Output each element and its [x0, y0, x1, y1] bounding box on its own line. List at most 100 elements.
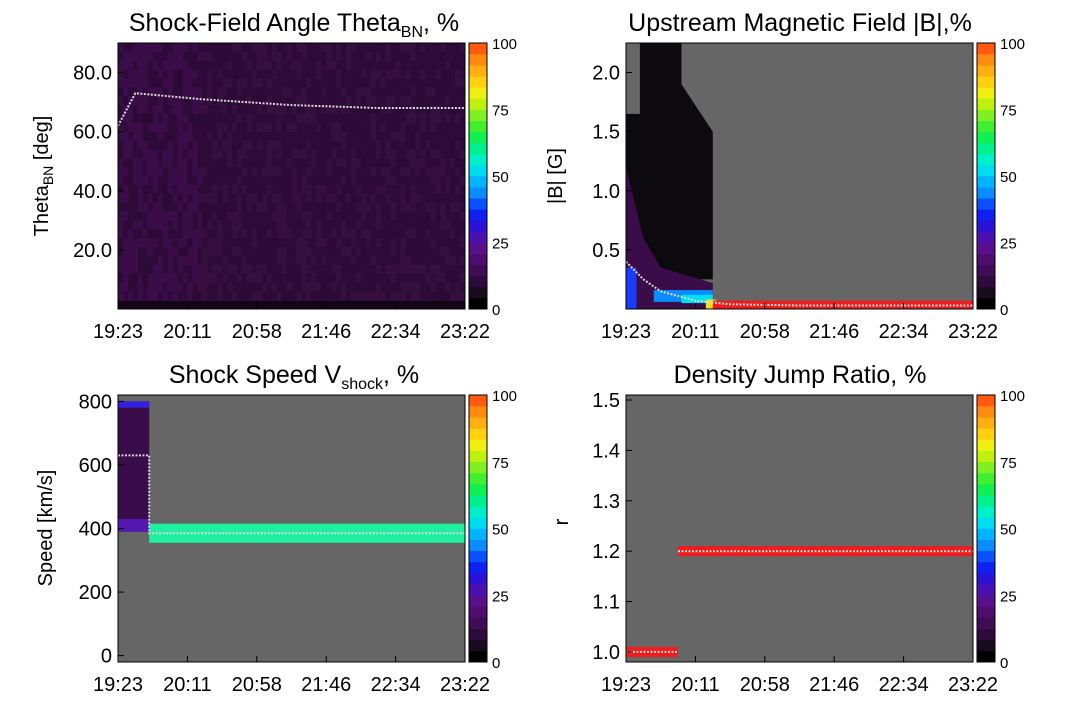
heatmap-cell	[395, 78, 401, 88]
heatmap-cell	[276, 113, 282, 124]
heatmap-cell	[390, 291, 396, 301]
heatmap-cell	[241, 184, 248, 195]
heatmap-cell	[301, 282, 307, 292]
heatmap-cell	[420, 158, 426, 168]
heatmap-cell	[266, 69, 272, 79]
heatmap-cell	[346, 220, 352, 230]
heatmap-cell	[212, 184, 218, 195]
heatmap-cell	[430, 176, 436, 186]
heatmap-cell	[127, 113, 134, 124]
heatmap-cell	[385, 291, 391, 301]
heatmap-cell	[400, 131, 406, 141]
heatmap-cell	[425, 273, 431, 283]
heatmap-cell	[331, 78, 337, 88]
heatmap-cell	[311, 220, 317, 230]
heatmap-cell	[123, 184, 129, 195]
heatmap-cell	[167, 87, 173, 97]
colorbar-swatch	[977, 617, 995, 629]
heatmap-cell	[445, 113, 451, 124]
heatmap-cell	[118, 122, 124, 132]
colorbar-swatch	[469, 286, 487, 299]
heatmap-cell	[435, 167, 441, 177]
heatmap-cell	[400, 105, 406, 115]
heatmap-cell	[281, 255, 287, 265]
heatmap-cell	[202, 282, 208, 292]
heatmap-area	[625, 42, 974, 310]
heatmap-cell	[241, 238, 248, 248]
heatmap-cell	[455, 176, 461, 186]
heatmap-cell	[455, 43, 461, 53]
heatmap-cell	[182, 211, 188, 221]
y-ticks: 1.0 1.1 1.2 1.3 1.4 1.5	[592, 390, 632, 664]
heatmap-cell	[241, 273, 248, 283]
heatmap-cell	[276, 176, 282, 186]
heatmap-cell	[261, 264, 268, 274]
heatmap-cell	[445, 105, 451, 115]
heatmap-cell	[256, 43, 263, 53]
heatmap-cell	[346, 51, 352, 62]
heatmap-cell	[306, 193, 312, 203]
heatmap-cell	[440, 78, 446, 88]
heatmap-cell	[395, 96, 401, 106]
x-tick-label: 22:34	[371, 674, 421, 696]
distribution-region	[118, 401, 150, 532]
heatmap-cell	[331, 193, 337, 203]
heatmap-cell	[405, 105, 411, 115]
heatmap-cell	[346, 238, 352, 248]
heatmap-cell	[400, 264, 406, 274]
heatmap-cell	[410, 158, 416, 168]
heatmap-cell	[336, 264, 342, 274]
heatmap-cell	[152, 193, 158, 203]
y-tick-label: 1.0	[592, 642, 620, 664]
heatmap-cell	[435, 176, 441, 186]
heatmap-cell	[420, 176, 426, 186]
heatmap-cell	[430, 131, 436, 141]
heatmap-cell	[162, 78, 168, 88]
heatmap-cell	[197, 238, 203, 248]
heatmap-cell	[296, 113, 302, 124]
heatmap-cell	[132, 43, 139, 53]
heatmap-cell	[291, 264, 297, 274]
heatmap-cell	[222, 211, 228, 221]
colorbar-swatch	[977, 484, 995, 496]
colorbar-swatch	[469, 595, 487, 607]
heatmap-cell	[405, 140, 411, 150]
colorbar-tick-label: 50	[1000, 169, 1017, 186]
heatmap-cell	[385, 69, 391, 79]
heatmap-cell	[232, 113, 238, 124]
heatmap-cell	[336, 238, 342, 248]
heatmap-cell	[430, 96, 436, 106]
heatmap-cell	[341, 60, 347, 70]
colorbar-tick-label: 0	[1000, 655, 1008, 672]
heatmap-cell	[261, 273, 268, 283]
heatmap-cell	[370, 291, 377, 301]
heatmap-cell	[237, 246, 243, 257]
x-ticks: 19:23 20:11 20:58 21:46 22:34 23:22	[93, 303, 490, 343]
heatmap-cell	[440, 273, 446, 283]
heatmap-cell	[316, 202, 322, 212]
heatmap-cell	[365, 105, 372, 115]
heatmap-cell	[445, 202, 451, 212]
colorbar-swatch	[469, 220, 487, 232]
heatmap-cell	[157, 220, 163, 230]
heatmap-cell	[241, 131, 248, 141]
heatmap-cell	[222, 105, 228, 115]
heatmap-cell	[405, 122, 411, 132]
heatmap-cell	[341, 184, 347, 195]
heatmap-cell	[341, 220, 347, 230]
heatmap-cell	[385, 220, 391, 230]
heatmap-cell	[251, 96, 258, 106]
heatmap-cell	[177, 131, 183, 141]
heatmap-cell	[291, 122, 297, 132]
heatmap-cell	[177, 149, 183, 159]
heatmap-cell	[296, 246, 302, 257]
heatmap-cell	[286, 202, 292, 212]
heatmap-cell	[147, 87, 153, 97]
heatmap-cell	[435, 264, 441, 274]
heatmap-cell	[256, 78, 263, 88]
heatmap-cell	[137, 238, 144, 248]
heatmap-cell	[405, 193, 411, 203]
heatmap-cell	[321, 43, 327, 53]
heatmap-cell	[182, 158, 188, 168]
heatmap-cell	[187, 149, 193, 159]
